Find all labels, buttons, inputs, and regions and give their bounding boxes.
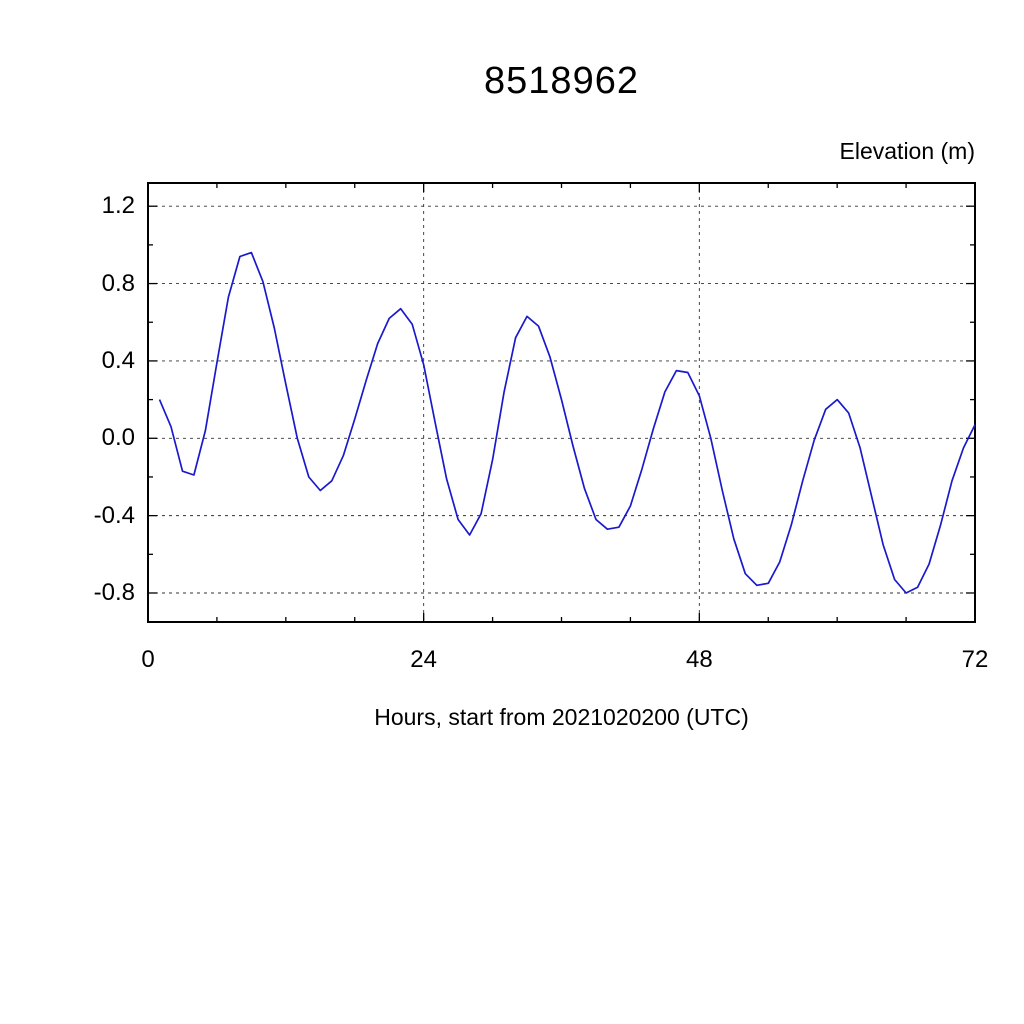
x-tick-label: 24: [410, 646, 437, 673]
y-tick-label: 0.0: [101, 424, 135, 452]
y-tick-label: -0.8: [93, 578, 135, 606]
y-tick-label: 1.2: [101, 192, 135, 220]
x-tick-label: 72: [961, 646, 989, 673]
y-axis-label: Elevation (m): [839, 138, 975, 164]
y-tick-label: 0.4: [101, 346, 135, 374]
y-tick-label: 0.8: [101, 269, 135, 297]
x-axis-label: Hours, start from 2021020200 (UTC): [374, 704, 749, 730]
tidal-elevation-line: [158, 251, 976, 594]
x-tick-label: 0: [141, 646, 155, 673]
chart-title: 8518962: [484, 60, 639, 102]
plot-frame: [147, 182, 976, 623]
y-tick-label: -0.4: [93, 501, 135, 529]
x-tick-label: 48: [685, 646, 713, 673]
